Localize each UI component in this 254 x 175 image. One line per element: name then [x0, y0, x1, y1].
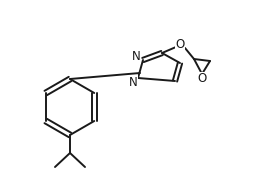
Text: N: N	[129, 75, 137, 89]
Text: N: N	[132, 51, 140, 64]
Text: O: O	[197, 72, 207, 86]
Text: O: O	[175, 38, 185, 51]
